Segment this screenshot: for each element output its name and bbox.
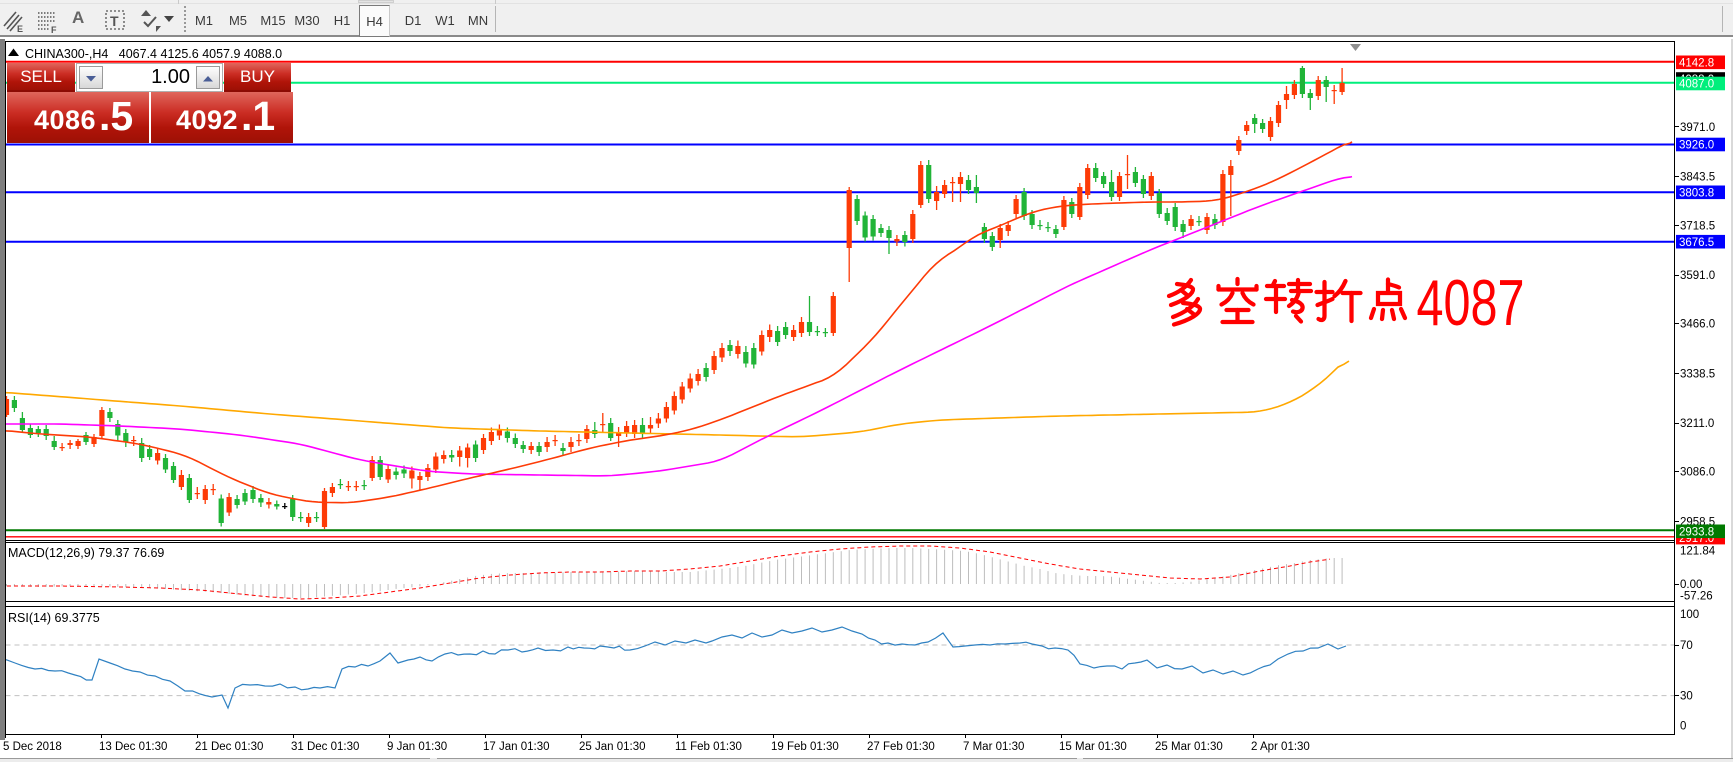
svg-text:27 Feb 01:30: 27 Feb 01:30 bbox=[867, 741, 935, 753]
svg-text:70: 70 bbox=[1680, 640, 1693, 652]
svg-text:3676.5: 3676.5 bbox=[1679, 237, 1714, 249]
svg-text:4087.0: 4087.0 bbox=[1679, 79, 1714, 91]
svg-text:3211.0: 3211.0 bbox=[1680, 418, 1714, 430]
svg-text:11 Feb 01:30: 11 Feb 01:30 bbox=[675, 741, 742, 753]
svg-text:5 Dec 2018: 5 Dec 2018 bbox=[3, 741, 62, 753]
svg-text:25 Jan 01:30: 25 Jan 01:30 bbox=[579, 741, 646, 753]
svg-text:25 Mar 01:30: 25 Mar 01:30 bbox=[1155, 741, 1223, 753]
svg-text:3338.5: 3338.5 bbox=[1680, 368, 1715, 380]
svg-text:0: 0 bbox=[1680, 721, 1686, 733]
svg-text:F: F bbox=[51, 25, 57, 34]
svg-text:RSI(14) 69.3775: RSI(14) 69.3775 bbox=[8, 611, 100, 625]
svg-text:9 Jan 01:30: 9 Jan 01:30 bbox=[387, 741, 447, 753]
svg-text:31 Dec 01:30: 31 Dec 01:30 bbox=[291, 741, 359, 753]
svg-text:4142.8: 4142.8 bbox=[1679, 58, 1714, 70]
svg-text:15 Mar 01:30: 15 Mar 01:30 bbox=[1059, 741, 1127, 753]
svg-text:3086.0: 3086.0 bbox=[1680, 467, 1715, 479]
svg-text:3718.5: 3718.5 bbox=[1680, 220, 1715, 232]
svg-text:4087: 4087 bbox=[1417, 266, 1525, 339]
svg-text:E: E bbox=[17, 24, 23, 34]
svg-text:T: T bbox=[110, 13, 119, 29]
svg-text:2 Apr 01:30: 2 Apr 01:30 bbox=[1251, 741, 1310, 753]
svg-text:3971.0: 3971.0 bbox=[1680, 122, 1715, 134]
svg-text:13 Dec 01:30: 13 Dec 01:30 bbox=[99, 741, 167, 753]
svg-text:3843.5: 3843.5 bbox=[1680, 172, 1715, 184]
svg-text:2933.8: 2933.8 bbox=[1679, 527, 1714, 539]
svg-text:21 Dec 01:30: 21 Dec 01:30 bbox=[195, 741, 263, 753]
svg-text:0.00: 0.00 bbox=[1680, 579, 1702, 591]
svg-text:121.84: 121.84 bbox=[1680, 546, 1716, 558]
svg-text:3926.0: 3926.0 bbox=[1679, 140, 1714, 152]
svg-text:30: 30 bbox=[1680, 691, 1693, 703]
svg-text:-57.26: -57.26 bbox=[1680, 591, 1713, 603]
svg-text:100: 100 bbox=[1680, 609, 1699, 621]
svg-text:19 Feb 01:30: 19 Feb 01:30 bbox=[771, 741, 839, 753]
svg-text:3466.0: 3466.0 bbox=[1680, 319, 1715, 331]
svg-text:3803.8: 3803.8 bbox=[1679, 188, 1714, 200]
svg-text:3591.0: 3591.0 bbox=[1680, 270, 1715, 282]
svg-text:7 Mar 01:30: 7 Mar 01:30 bbox=[963, 741, 1024, 753]
svg-text:17 Jan 01:30: 17 Jan 01:30 bbox=[483, 741, 550, 753]
svg-text:MACD(12,26,9) 79.37 76.69: MACD(12,26,9) 79.37 76.69 bbox=[8, 546, 164, 560]
svg-text:CHINA300-,H4 4067.4 4125.6 4: CHINA300-,H4 4067.4 4125.6 4057.9 4088.0 bbox=[25, 47, 282, 61]
